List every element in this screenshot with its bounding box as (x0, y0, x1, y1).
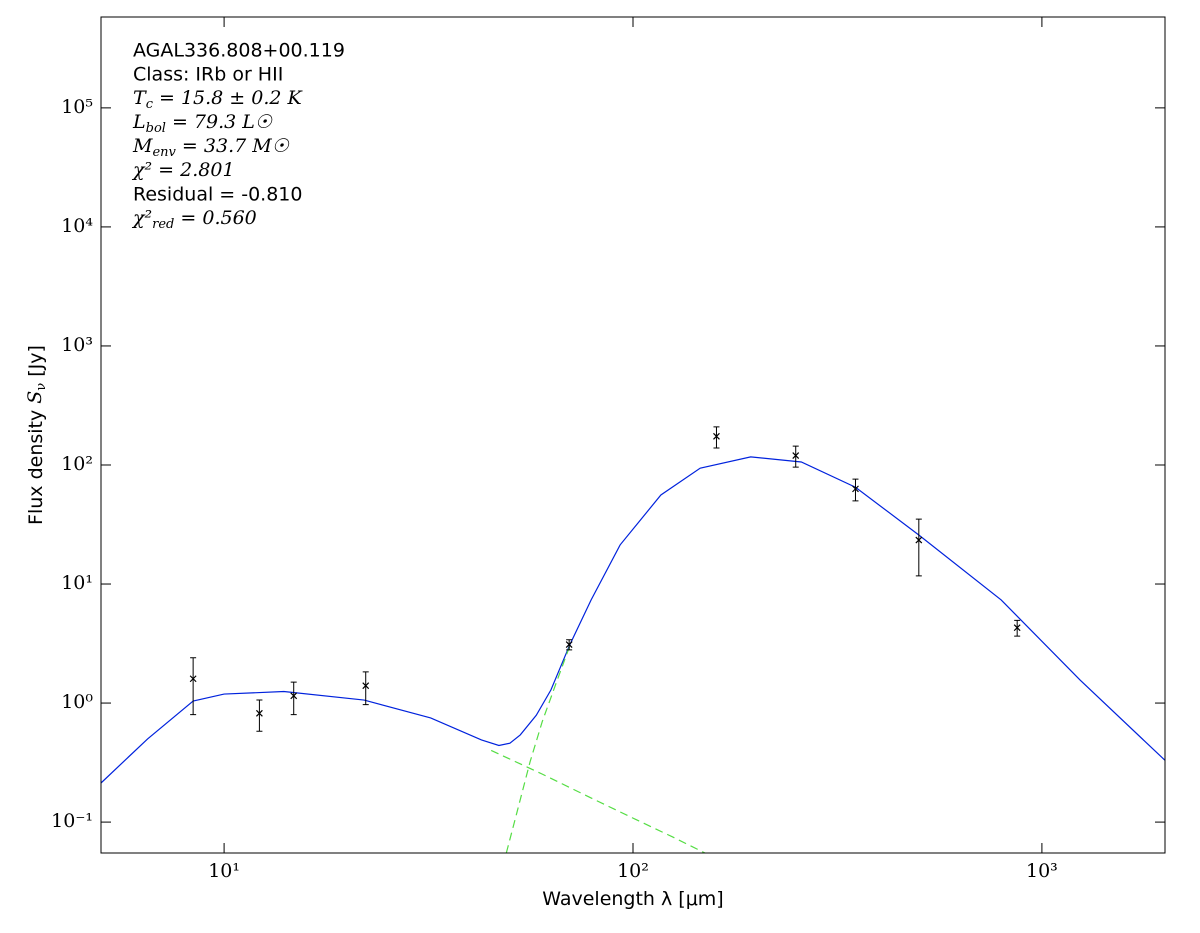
x-axis-label-main: Wavelength λ [μm] (542, 888, 723, 910)
y-axis-label-sym: S (24, 391, 46, 404)
error-bar (792, 445, 799, 468)
annotation: Tc = 15.8 ± 0.2 K (133, 87, 304, 112)
annotation: AGAL336.808+00.119 (133, 40, 345, 62)
y-tick-label: 10² (61, 453, 93, 475)
marker (565, 641, 573, 648)
annotation: χ²red = 0.560 (131, 207, 257, 232)
marker (255, 709, 263, 717)
annotation-sub: red (152, 217, 174, 232)
annotation-main: χ² (131, 159, 152, 181)
marker (792, 452, 800, 459)
error-bar (713, 426, 720, 449)
y-tick-label: 10³ (61, 334, 93, 356)
marker (189, 675, 197, 683)
component-curve (490, 749, 706, 853)
error-bar (256, 699, 263, 732)
y-tick-label: 10⁻¹ (51, 810, 93, 832)
annotation: χ² = 2.801 (131, 159, 235, 181)
error-bar (290, 681, 297, 716)
annotation-main: M (132, 135, 153, 157)
annotation-main: T (133, 87, 147, 109)
y-tick-label: 10⁰ (61, 691, 93, 713)
marker (362, 682, 370, 690)
marker (915, 536, 923, 544)
x-tick-label: 10² (617, 860, 649, 882)
x-tick-label: 10³ (1026, 860, 1058, 882)
annotation-main: χ² (131, 207, 152, 229)
annotation-main: L (132, 111, 146, 133)
y-axis-label: Flux density Sν [Jy] (24, 345, 49, 525)
x-tick-label: 10¹ (208, 860, 240, 882)
error-bar (362, 671, 369, 706)
annotation: Residual = -0.810 (133, 184, 303, 206)
marker (713, 432, 720, 440)
annotation-rest: = 33.7 M☉ (176, 135, 290, 157)
error-bar (852, 478, 859, 502)
error-bar (190, 657, 197, 716)
y-tick-label: 10¹ (61, 572, 93, 594)
annotation-sub: bol (146, 121, 166, 136)
annotation-sub: c (146, 97, 154, 112)
y-axis-label-sub: ν (34, 383, 49, 391)
y-axis-label-main: Flux density (25, 404, 47, 525)
marker (1013, 624, 1021, 632)
annotation-rest: = 15.8 ± 0.2 K (153, 87, 304, 109)
error-bar (915, 518, 922, 577)
annotation: Class: IRb or HII (133, 64, 283, 86)
marker (852, 485, 859, 493)
annotation: Lbol = 79.3 L☉ (132, 111, 273, 136)
annotation-sub: env (152, 145, 176, 160)
annotation-rest: = 79.3 L☉ (166, 111, 273, 133)
y-tick-label: 10⁵ (61, 96, 93, 118)
annotation-rest: = 0.560 (174, 207, 256, 229)
annotation: Menv = 33.7 M☉ (132, 135, 290, 160)
component-curve (505, 646, 571, 853)
y-axis-label-rest: [Jy] (25, 345, 47, 383)
marker (290, 692, 298, 700)
x-axis-label: Wavelength λ [μm] (542, 888, 723, 910)
annotation-rest: = 2.801 (152, 159, 234, 181)
y-tick-label: 10⁴ (61, 215, 93, 237)
